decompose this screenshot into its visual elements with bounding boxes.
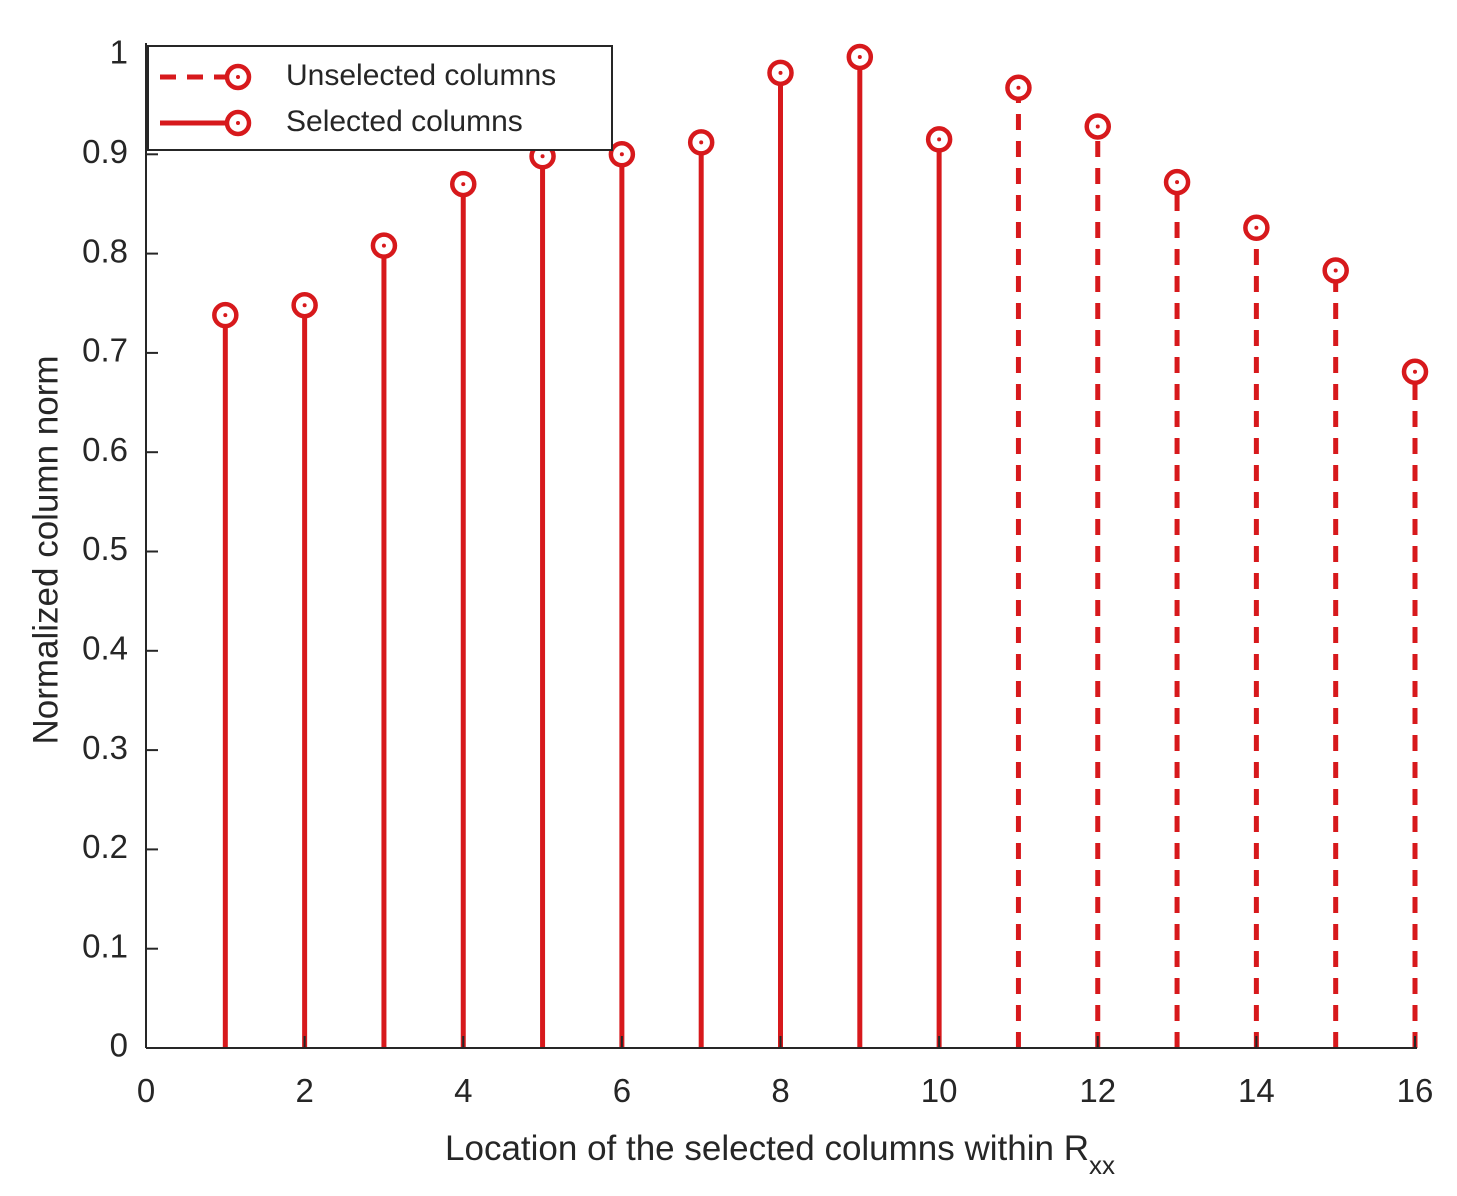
x-axis-label-main: Location of the selected columns within … [445, 1129, 1089, 1168]
y-axis-label-group: Normalized column norm [26, 355, 65, 744]
stem-marker-dot [1095, 124, 1100, 129]
x-tick-label: 14 [1238, 1072, 1275, 1109]
stem-marker-dot [461, 182, 466, 187]
x-tick-label: 2 [295, 1072, 313, 1109]
y-tick-label: 0.9 [82, 133, 128, 170]
y-tick-label: 0.3 [82, 729, 128, 766]
stem-marker-dot [1016, 85, 1021, 90]
stem-marker-dot [619, 152, 624, 157]
stem-marker-dot [1413, 369, 1417, 374]
y-tick-label: 0.6 [82, 431, 128, 468]
stems [212, 43, 1429, 1048]
x-tick-label: 16 [1397, 1072, 1434, 1109]
legend-label: Selected columns [286, 105, 523, 138]
y-tick-label: 0.1 [82, 927, 128, 964]
x-tick-label: 4 [454, 1072, 472, 1109]
y-axis-label: Normalized column norm [26, 355, 65, 744]
legend-box [147, 45, 613, 151]
legend-marker-dot [236, 75, 240, 79]
ticks: 00.10.20.30.40.50.60.70.80.910 2 4 6 8 10 12 14… [82, 34, 1433, 1109]
y-tick-label: 0.2 [82, 828, 128, 865]
y-tick-label: 0.4 [82, 630, 128, 667]
legend-marker-dot [236, 121, 240, 125]
stem-marker-dot [381, 243, 386, 248]
x-tick-label: 8 [771, 1072, 789, 1109]
stem-marker-dot [778, 70, 783, 75]
stem-marker-dot [857, 54, 862, 59]
x-axis-label: Location of the selected columns within … [445, 1129, 1115, 1180]
stem-marker-dot [1333, 268, 1338, 273]
x-tick-label: 0 [137, 1072, 155, 1109]
stem-marker-dot [540, 154, 545, 159]
x-tick-label: 6 [613, 1072, 631, 1109]
stem-marker-dot [302, 303, 307, 308]
stem-marker-dot [1175, 180, 1180, 185]
legend: Unselected columns Selected columns [147, 45, 613, 151]
stem-marker-dot [699, 140, 704, 145]
y-tick-label: 0.7 [82, 332, 128, 369]
stem-marker-dot [937, 137, 942, 142]
x-tick-label: 12 [1079, 1072, 1116, 1109]
y-tick-label: 0.8 [82, 232, 128, 269]
y-tick-label: 0 [110, 1027, 128, 1064]
x-tick-label: 10 [921, 1072, 958, 1109]
y-tick-label: 1 [110, 34, 128, 71]
stem-marker-dot [223, 313, 228, 318]
legend-label: Unselected columns [286, 59, 556, 92]
y-tick-label: 0.5 [82, 530, 128, 567]
x-axis-label-subscript: xx [1089, 1150, 1115, 1180]
stem-marker-dot [1254, 225, 1259, 230]
